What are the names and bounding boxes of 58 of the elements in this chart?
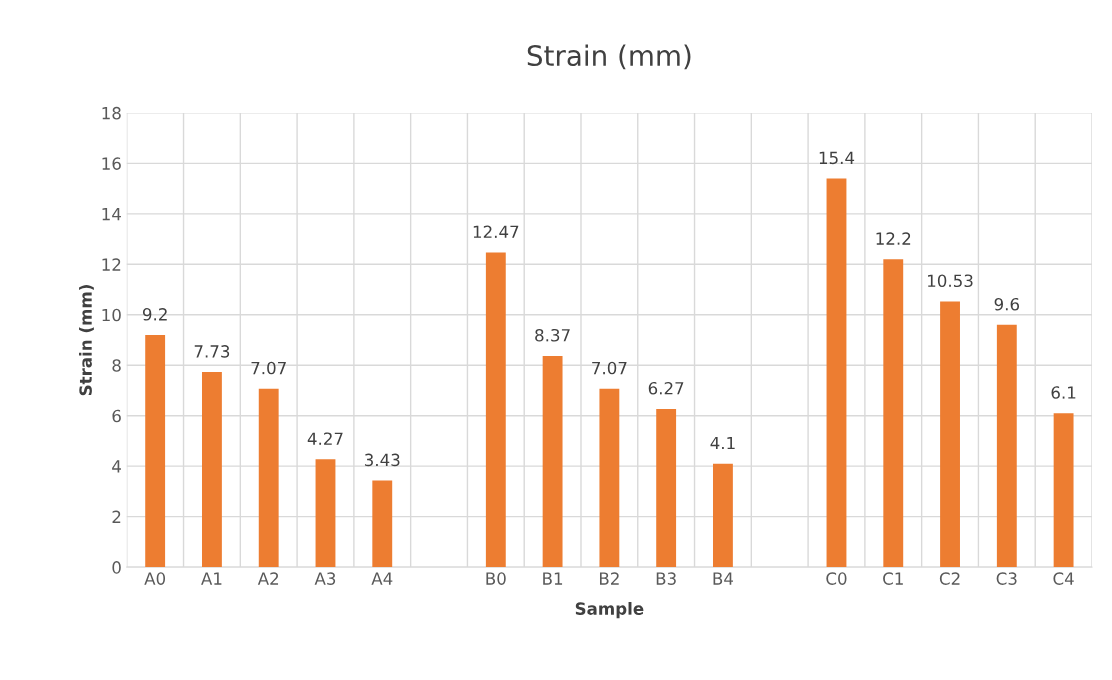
data-label: 15.4 [819,151,855,165]
y-tick-label: 8 [112,359,121,372]
x-tick-label: C1 [883,572,903,585]
x-tick-label: A4 [371,572,393,585]
bar [542,355,563,568]
y-tick-label: 18 [102,106,121,120]
bar [826,178,847,568]
y-tick-label: 14 [102,208,121,221]
bar [883,259,904,568]
bar [202,372,222,568]
data-label: 4.1 [710,436,735,450]
chart-title: Strain (mm) [527,44,691,70]
data-label: 7.07 [251,361,286,375]
x-tick-label: B2 [599,572,619,585]
y-tick-label: 12 [102,258,121,271]
y-tick-label: 6 [112,409,121,423]
bar [485,252,506,568]
data-label: 12.2 [876,232,911,245]
y-axis-title: Strain (mm) [79,285,94,396]
bar [1053,413,1074,568]
x-tick-label: A3 [314,572,336,585]
data-label: 9.2 [142,308,167,321]
bar [315,459,336,568]
bar [656,408,677,568]
x-tick-label: C4 [1053,572,1074,585]
y-tick-label: 0 [112,561,121,574]
data-label: 7.07 [592,361,627,375]
data-label: 6.1 [1051,386,1076,399]
data-label: 10.53 [928,274,973,288]
bar [940,301,960,568]
y-tick-label: 4 [112,460,121,473]
x-tick-label: B3 [656,572,676,585]
bar [258,388,279,568]
y-tick-label: 2 [112,510,121,523]
x-tick-label: B1 [543,572,563,585]
bar [145,334,166,568]
bar [372,480,393,568]
x-tick-label: B0 [486,572,506,585]
y-tick-label: 16 [102,157,121,170]
x-tick-label: A0 [144,572,166,585]
data-label: 12.47 [473,225,519,238]
data-label: 7.73 [194,345,230,358]
y-tick-label: 10 [102,308,121,322]
data-label: 8.37 [535,328,570,342]
bar [599,388,620,568]
data-label: 6.27 [648,381,684,395]
data-label: 9.6 [994,297,1020,311]
x-tick-label: C3 [996,572,1017,585]
x-tick-label: C0 [826,572,847,585]
x-tick-label: B4 [713,572,734,585]
x-axis-title: Sample [575,602,644,619]
bar [996,324,1017,568]
x-tick-label: A2 [257,572,279,585]
x-tick-label: A1 [201,572,222,585]
data-label: 4.27 [307,432,343,445]
bar [712,463,733,568]
data-label: 3.43 [364,453,400,467]
x-tick-label: C2 [939,572,960,585]
